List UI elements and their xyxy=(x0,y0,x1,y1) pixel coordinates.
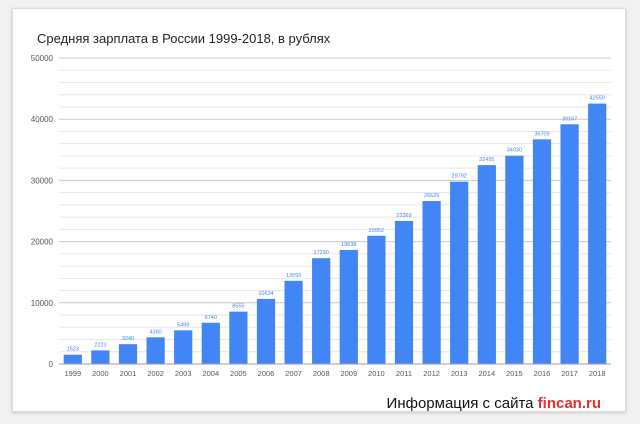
source-credit: Информация с сайта fincan.ru xyxy=(387,395,601,412)
bar-1999 xyxy=(63,354,82,364)
x-tick-label: 2010 xyxy=(368,369,385,378)
y-tick-label: 50000 xyxy=(31,54,54,63)
bar-2010 xyxy=(367,235,386,364)
bar-2003 xyxy=(174,330,193,364)
bar-2013 xyxy=(450,181,469,364)
bar-2007 xyxy=(284,280,303,364)
bar-value-label: 36709 xyxy=(534,131,549,137)
bar-value-label: 39167 xyxy=(562,116,577,122)
bar-value-label: 6740 xyxy=(205,315,217,321)
bar-value-label: 1523 xyxy=(67,347,79,353)
x-tick-label: 2018 xyxy=(589,369,606,378)
bar-value-label: 5499 xyxy=(177,322,189,328)
bar-2018 xyxy=(588,103,607,365)
bar-2015 xyxy=(505,155,524,364)
bar-2001 xyxy=(118,344,138,364)
bar-2008 xyxy=(312,258,331,364)
source-brand-link[interactable]: fincan.ru xyxy=(537,395,601,412)
x-tick-label: 2008 xyxy=(313,369,330,378)
y-tick-label: 0 xyxy=(49,360,54,369)
x-tick-label: 2012 xyxy=(423,369,440,378)
bar-value-label: 2223 xyxy=(94,342,106,348)
bar-value-label: 29792 xyxy=(452,174,467,180)
x-tick-label: 2015 xyxy=(506,369,523,378)
bar-value-label: 34030 xyxy=(507,148,522,154)
bar-value-label: 42550 xyxy=(590,96,605,102)
x-tick-label: 2004 xyxy=(202,369,219,378)
bar-2014 xyxy=(477,165,496,364)
x-tick-label: 2003 xyxy=(175,369,192,378)
bar-value-label: 26629 xyxy=(424,193,439,199)
x-tick-label: 2014 xyxy=(478,369,495,378)
bar-value-label: 23369 xyxy=(396,213,411,219)
x-tick-label: 2016 xyxy=(534,369,551,378)
bar-value-label: 10634 xyxy=(258,291,273,297)
bar-value-label: 17290 xyxy=(314,250,329,256)
x-tick-label: 2005 xyxy=(230,369,247,378)
y-tick-label: 20000 xyxy=(31,238,54,247)
bar-value-label: 4360 xyxy=(149,329,161,335)
x-tick-label: 2007 xyxy=(285,369,302,378)
y-tick-label: 10000 xyxy=(31,299,54,308)
x-tick-label: 2009 xyxy=(340,369,357,378)
x-tick-label: 2002 xyxy=(147,369,164,378)
source-prefix: Информация с сайта xyxy=(386,395,538,412)
x-tick-label: 2013 xyxy=(451,369,468,378)
bar-2004 xyxy=(201,322,220,364)
x-tick-label: 2006 xyxy=(258,369,275,378)
bar-value-label: 18638 xyxy=(341,242,356,248)
bar-2012 xyxy=(422,201,441,364)
bar-value-label: 13593 xyxy=(286,273,301,279)
bar-value-label: 20952 xyxy=(369,228,384,234)
bar-2005 xyxy=(229,311,248,364)
bar-2009 xyxy=(339,249,358,364)
x-tick-label: 2011 xyxy=(396,369,412,378)
chart-card: Средняя зарплата в России 1999-2018, в р… xyxy=(12,8,626,412)
y-tick-label: 30000 xyxy=(31,176,54,185)
bar-2000 xyxy=(91,350,110,364)
x-tick-label: 1999 xyxy=(64,369,81,378)
bar-2002 xyxy=(146,337,165,364)
y-tick-label: 40000 xyxy=(31,115,54,124)
x-tick-label: 2017 xyxy=(561,369,578,378)
bar-2016 xyxy=(532,139,552,364)
x-tick-label: 2001 xyxy=(120,369,137,378)
bar-value-label: 8555 xyxy=(232,304,244,310)
chart-title: Средняя зарплата в России 1999-2018, в р… xyxy=(37,31,331,46)
bar-2011 xyxy=(394,220,414,364)
bar-2017 xyxy=(560,124,579,364)
bar-value-label: 3240 xyxy=(122,336,134,342)
bar-chart: 0 10000 20000 30000 40000 50000 1523 1999 2223 20… xyxy=(31,54,611,378)
x-tick-label: 2000 xyxy=(92,369,109,378)
bar-value-label: 32495 xyxy=(479,157,494,163)
bar-2006 xyxy=(256,298,276,364)
